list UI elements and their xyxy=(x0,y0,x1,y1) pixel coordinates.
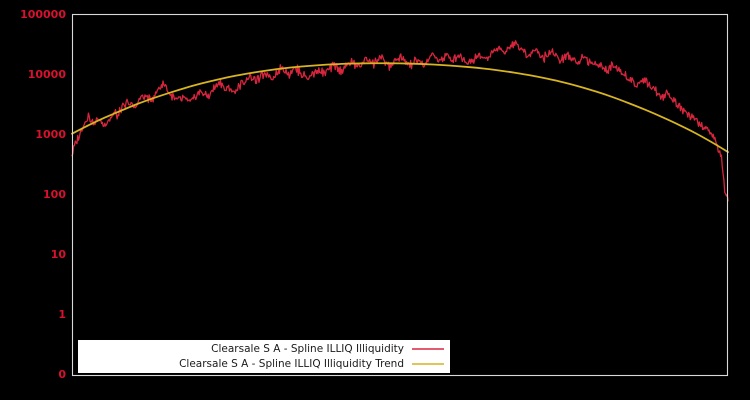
illiquidity-line-series xyxy=(71,40,729,202)
plot-area-background xyxy=(72,14,728,376)
legend-label: Clearsale S A - Spline ILLIQ Illiquidity… xyxy=(179,358,404,370)
y-axis-tick-label: 10000 xyxy=(28,68,67,81)
legend-background xyxy=(78,340,450,373)
y-axis-tick-label: 1000 xyxy=(35,128,66,141)
chart-legend[interactable]: Clearsale S A - Spline ILLIQ Illiquidity… xyxy=(78,340,450,373)
trend-line-series xyxy=(71,62,729,153)
y-axis-tick-label: 100000 xyxy=(20,8,66,21)
data-series-group xyxy=(71,40,729,202)
legend-label: Clearsale S A - Spline ILLIQ Illiquidity xyxy=(211,343,404,355)
y-axis-tick-label: 100 xyxy=(43,188,66,201)
plot-frame xyxy=(71,13,729,377)
legend-entries: Clearsale S A - Spline ILLIQ Illiquidity… xyxy=(179,343,444,370)
y-axis-tick-label: 1 xyxy=(58,308,66,321)
y-axis-tick-label: 10 xyxy=(51,248,67,261)
y-axis-tick-label: 0 xyxy=(58,368,66,381)
